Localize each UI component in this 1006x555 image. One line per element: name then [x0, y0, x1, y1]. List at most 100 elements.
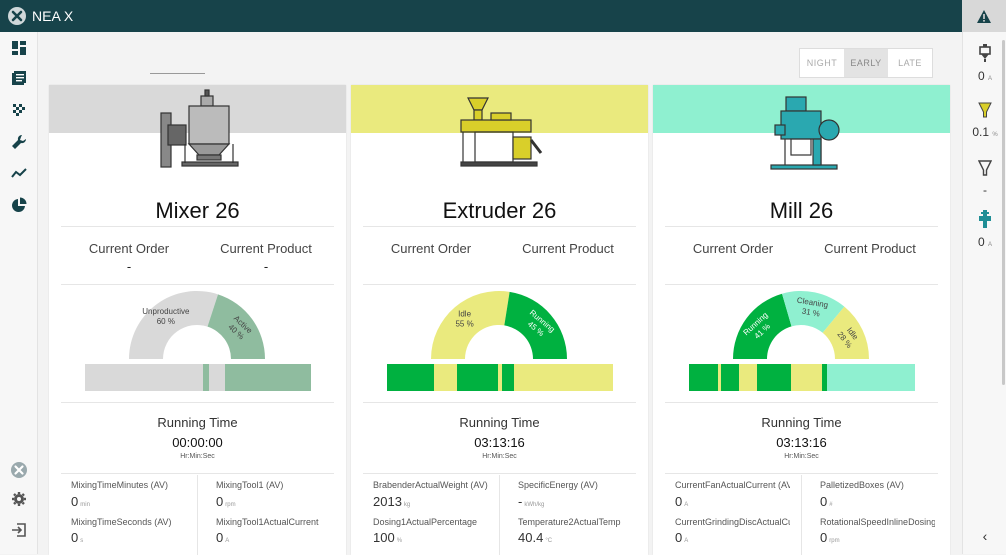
- status-timeline[interactable]: [85, 364, 311, 391]
- funnel-outline-icon: [977, 160, 993, 176]
- timeline-segment[interactable]: [225, 364, 311, 391]
- right-unit-extruder: A: [988, 242, 993, 248]
- right-value-mixer: 0: [977, 69, 985, 83]
- running-time-unit: Hr:Min:Sec: [482, 453, 517, 460]
- metric-value: - kWh/kg: [518, 494, 544, 509]
- machine-name: Mill 26: [769, 198, 834, 223]
- machine-card-mill[interactable]: Mill 26 Current Order Current Product Ru…: [653, 85, 950, 555]
- mixer-machine-icon: [49, 85, 346, 168]
- metric-number: 0: [675, 530, 683, 545]
- nea-logo-icon[interactable]: [8, 7, 26, 25]
- gauge-label-name: Unproductive: [142, 307, 190, 316]
- metric-number: 0: [71, 530, 79, 545]
- status-timeline[interactable]: [387, 364, 613, 391]
- timeline-segment[interactable]: [738, 364, 757, 391]
- timeline-segment[interactable]: [85, 364, 203, 391]
- gauge-segment-idle[interactable]: [431, 291, 510, 359]
- right-item-funnel-outline[interactable]: -: [963, 160, 1006, 197]
- checker-grid-icon[interactable]: [11, 102, 27, 118]
- gauge-segment-active[interactable]: [207, 294, 265, 359]
- machine-card-mixer[interactable]: Mixer 26 Current Order - Current Product…: [49, 85, 346, 555]
- metric-value: 40.4 °C: [518, 530, 552, 545]
- metric-unit: A: [225, 538, 230, 544]
- timeline-segment[interactable]: [720, 364, 739, 391]
- metric-value: 0 rpm: [216, 494, 236, 509]
- timeline-segment[interactable]: [434, 364, 458, 391]
- metric-divider: [801, 475, 802, 555]
- current-product-value: -: [263, 259, 269, 274]
- metric-unit: %: [396, 538, 403, 544]
- right-item-funnel-filled[interactable]: 0.1 %: [963, 102, 1006, 139]
- gauge-segment-running[interactable]: [504, 291, 567, 359]
- machine-name: Extruder 26: [442, 198, 557, 223]
- gauge-label-percent: 60 %: [157, 317, 175, 326]
- shift-night-button[interactable]: NIGHT: [806, 58, 838, 68]
- right-item-mixer[interactable]: 0 A: [963, 44, 1006, 83]
- metric-value: 0 min: [71, 494, 90, 509]
- gauge-segment-idle[interactable]: [822, 306, 869, 359]
- gauge-segment-running[interactable]: [733, 293, 792, 359]
- running-time-label: Running Time: [157, 415, 238, 430]
- logout-icon[interactable]: [11, 522, 27, 538]
- dashboard-icon[interactable]: [11, 40, 27, 56]
- divider: [665, 402, 938, 403]
- timeline-segment[interactable]: [756, 364, 791, 391]
- timeline-segment[interactable]: [689, 364, 719, 391]
- nea-small-logo-icon[interactable]: [11, 462, 27, 478]
- orders-list-icon[interactable]: [11, 70, 27, 86]
- timeline-segment[interactable]: [387, 364, 435, 391]
- right-item-extruder[interactable]: 0 A: [963, 210, 1006, 249]
- divider: [363, 284, 636, 285]
- timeline-segment[interactable]: [718, 364, 721, 391]
- trend-chart-icon[interactable]: [11, 165, 27, 181]
- timeline-segment[interactable]: [502, 364, 514, 391]
- wrench-icon[interactable]: [11, 134, 27, 150]
- gauge-segment-cleaning[interactable]: [782, 291, 845, 333]
- timeline-segment[interactable]: [457, 364, 498, 391]
- timeline-segment[interactable]: [826, 364, 915, 391]
- status-timeline[interactable]: [689, 364, 915, 391]
- current-product-label: Current Product: [824, 241, 916, 256]
- metric-value: 0 #: [820, 494, 833, 509]
- timeline-segment[interactable]: [209, 364, 226, 391]
- pie-chart-icon[interactable]: [11, 197, 27, 213]
- metric-number: 0: [216, 494, 224, 509]
- timeline-segment[interactable]: [822, 364, 827, 391]
- metric-label: BrabenderActualWeight (AV): [373, 480, 488, 490]
- current-order-label: Current Order: [692, 241, 774, 256]
- metric-number: -: [518, 494, 523, 509]
- mill-machine-icon: [653, 85, 950, 170]
- metric-unit: s: [80, 538, 84, 544]
- scrollbar[interactable]: [1002, 40, 1005, 385]
- metric-number: 0: [71, 494, 79, 509]
- timeline-segment[interactable]: [202, 364, 210, 391]
- settings-gear-icon[interactable]: [11, 491, 27, 507]
- current-order-label: Current Order: [88, 241, 170, 256]
- shift-early-button[interactable]: EARLY: [844, 49, 888, 77]
- metric-label: Temperature2ActualTemp: [518, 517, 621, 527]
- gauge-segment-unproductive[interactable]: [129, 291, 219, 359]
- right-status-panel: 0 A 0.1 % - 0 A ‹: [962, 32, 1006, 554]
- shift-late-button[interactable]: LATE: [898, 58, 922, 68]
- metric-value: 0 rpm: [820, 530, 840, 545]
- metric-number: 2013: [373, 494, 402, 509]
- timeline-segment[interactable]: [513, 364, 613, 391]
- metric-number: 40.4: [518, 530, 544, 545]
- alert-button[interactable]: [962, 0, 1006, 32]
- collapse-panel-chevron-icon[interactable]: ‹: [982, 528, 988, 544]
- machine-name: Mixer 26: [155, 198, 240, 223]
- current-product-label: Current Product: [522, 241, 614, 256]
- machine-card-extruder[interactable]: Extruder 26 Current Order Current Produc…: [351, 85, 648, 555]
- timeline-segment[interactable]: [497, 364, 503, 391]
- divider: [363, 402, 636, 403]
- metric-divider: [499, 475, 500, 555]
- timeline-segment[interactable]: [790, 364, 823, 391]
